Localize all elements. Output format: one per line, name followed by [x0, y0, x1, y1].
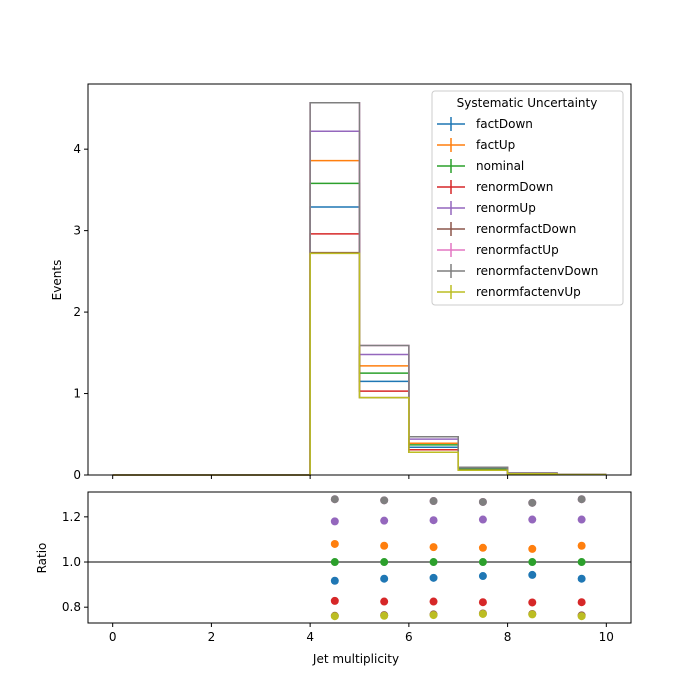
ratio-point: [330, 495, 339, 504]
legend-label: renormDown: [476, 180, 553, 194]
legend-item-renormfactenvDown: renormfactenvDown: [437, 264, 598, 278]
ratio-point: [429, 597, 438, 606]
ratio-point: [330, 517, 339, 526]
legend-label: factUp: [476, 138, 515, 152]
legend-item-renormfactUp: renormfactUp: [437, 243, 559, 257]
ratio-point: [380, 516, 389, 525]
ratio-point: [577, 612, 586, 621]
ratio-point: [528, 544, 537, 553]
ratio-point: [380, 574, 389, 583]
ratio-point: [380, 597, 389, 606]
ratio-point: [380, 541, 389, 550]
ratio-point: [429, 516, 438, 525]
ratio-point: [528, 498, 537, 507]
ratio-point: [429, 558, 438, 567]
ratio-axes-frame: [87, 491, 632, 624]
ratio-series-factUp: [330, 539, 586, 553]
ratio-y-tick-label: 0.8: [62, 600, 81, 614]
ratio-point: [577, 495, 586, 504]
ratio-point: [330, 596, 339, 605]
main-y-tick-label: 0: [73, 468, 81, 482]
x-tick-label: 2: [208, 630, 216, 644]
legend-label: factDown: [476, 117, 533, 131]
legend-label: renormfactenvUp: [476, 285, 581, 299]
ratio-point: [478, 609, 487, 618]
ratio-point: [330, 558, 339, 567]
legend-label: renormfactDown: [476, 222, 576, 236]
legend-label: nominal: [476, 159, 524, 173]
ratio-y-tick-label: 1.0: [62, 555, 81, 569]
main-y-tick-label: 2: [73, 305, 81, 319]
ratio-y-axis-label: Ratio: [35, 543, 49, 574]
ratio-series-renormfactenvUp: [330, 609, 586, 621]
ratio-point: [577, 574, 586, 583]
ratio-point: [429, 543, 438, 552]
main-axes-frame: [87, 83, 632, 476]
ratio-point: [380, 558, 389, 567]
legend-item-factDown: factDown: [437, 117, 533, 131]
main-x-ticks: [112, 475, 607, 479]
ratio-point: [478, 543, 487, 552]
ratio-point: [330, 576, 339, 585]
ratio-point: [577, 598, 586, 607]
ratio-point: [577, 541, 586, 550]
ratio-point: [528, 610, 537, 619]
x-tick-label: 6: [405, 630, 413, 644]
legend-item-nominal: nominal: [437, 159, 524, 173]
legend-title: Systematic Uncertainty: [457, 96, 598, 110]
ratio-point: [429, 573, 438, 582]
x-tick-label: 4: [306, 630, 314, 644]
ratio-point: [478, 572, 487, 581]
legend-label: renormfactUp: [476, 243, 559, 257]
x-tick-label: 0: [109, 630, 117, 644]
legend-box: [431, 90, 624, 306]
ratio-series-renormfactenvDown: [330, 495, 586, 507]
ratio-point: [528, 515, 537, 524]
ratio-point: [330, 539, 339, 548]
ratio-point: [528, 558, 537, 567]
ratio-point: [380, 611, 389, 620]
ratio-point: [330, 612, 339, 621]
ratio-point: [429, 497, 438, 506]
ratio-point: [577, 558, 586, 567]
legend: Systematic Uncertainty factDown factUp nom…: [431, 90, 624, 306]
legend-items: factDown factUp nominal renormDown renormUp r…: [437, 117, 598, 299]
ratio-points: [330, 495, 586, 621]
main-panel: 0 1 2 3 4 Events Systematic Uncertainty fact…: [50, 83, 632, 482]
ratio-series-renormDown: [330, 596, 586, 607]
legend-label: renormfactenvDown: [476, 264, 598, 278]
ratio-point: [528, 570, 537, 579]
legend-item-renormUp: renormUp: [437, 201, 536, 215]
ratio-point: [478, 598, 487, 607]
ratio-series-nominal: [330, 558, 586, 567]
ratio-y-ticks: 0.8 1.0 1.2: [62, 510, 88, 614]
ratio-panel: 0.8 1.0 1.2 0 2 4 6 8 10 Ratio Jet multiplicity: [35, 491, 632, 666]
ratio-point: [577, 515, 586, 524]
x-axis-label: Jet multiplicity: [312, 652, 399, 666]
legend-label: renormUp: [476, 201, 536, 215]
main-y-tick-label: 1: [73, 387, 81, 401]
legend-item-renormfactenvUp: renormfactenvUp: [437, 285, 581, 299]
main-y-ticks: 0 1 2 3 4: [73, 142, 88, 482]
main-y-tick-label: 3: [73, 224, 81, 238]
ratio-point: [528, 598, 537, 607]
legend-item-renormfactDown: renormfactDown: [437, 222, 576, 236]
ratio-point: [429, 611, 438, 620]
x-tick-label: 10: [599, 630, 614, 644]
main-y-axis-label: Events: [50, 260, 64, 301]
ratio-y-tick-label: 1.2: [62, 510, 81, 524]
legend-item-renormDown: renormDown: [437, 180, 553, 194]
ratio-point: [478, 558, 487, 567]
legend-item-factUp: factUp: [437, 138, 515, 152]
ratio-point: [380, 496, 389, 505]
x-tick-label: 8: [504, 630, 512, 644]
ratio-point: [478, 515, 487, 524]
ratio-point: [478, 497, 487, 506]
ratio-x-ticks: 0 2 4 6 8 10: [109, 623, 614, 644]
ratio-series-renormUp: [330, 515, 586, 526]
main-y-tick-label: 4: [73, 142, 81, 156]
ratio-series-factDown: [330, 570, 586, 585]
